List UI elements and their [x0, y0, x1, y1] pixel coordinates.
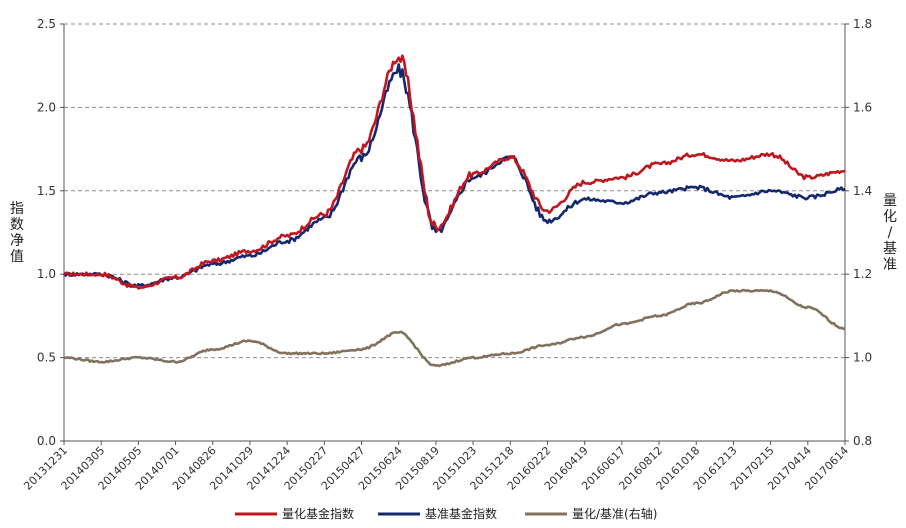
- legend-label: 量化/基准(右轴): [572, 506, 657, 521]
- left-tick-label: 2.5: [37, 17, 56, 31]
- right-tick-label: 1.0: [853, 351, 872, 365]
- legend-label: 基准基金指数: [425, 506, 497, 521]
- left-axis-title: 指数净值: [10, 201, 24, 265]
- series-line: [63, 54, 846, 290]
- legend: 量化基金指数 基准基金指数 量化/基准(右轴): [235, 506, 657, 521]
- right-tick-label: 1.4: [853, 184, 872, 198]
- right-tick-label: 0.8: [853, 434, 872, 448]
- left-axis-ticks: 0.0 0.5 1.0 1.5 2.0 2.5: [37, 17, 64, 448]
- right-tick-label: 1.6: [853, 100, 872, 114]
- right-tick-label: 1.8: [853, 17, 872, 31]
- x-axis-ticks: 2013123120140305201405052014070120140826…: [21, 441, 851, 493]
- left-tick-label: 1.0: [37, 267, 56, 281]
- left-tick-label: 1.5: [37, 184, 56, 198]
- right-tick-label: 1.2: [853, 267, 872, 281]
- left-tick-label: 0.0: [37, 434, 56, 448]
- left-tick-label: 0.5: [37, 351, 56, 365]
- series-lines: [63, 54, 846, 368]
- legend-label: 量化基金指数: [282, 506, 354, 521]
- right-axis-ticks: 0.8 1.0 1.2 1.4 1.6 1.8: [845, 17, 872, 448]
- series-line: [63, 288, 846, 368]
- series-line: [63, 63, 846, 288]
- axes: [63, 24, 846, 442]
- gridlines: [64, 23, 845, 359]
- right-axis-title: 量化/基准: [883, 193, 897, 273]
- left-tick-label: 2.0: [37, 100, 56, 114]
